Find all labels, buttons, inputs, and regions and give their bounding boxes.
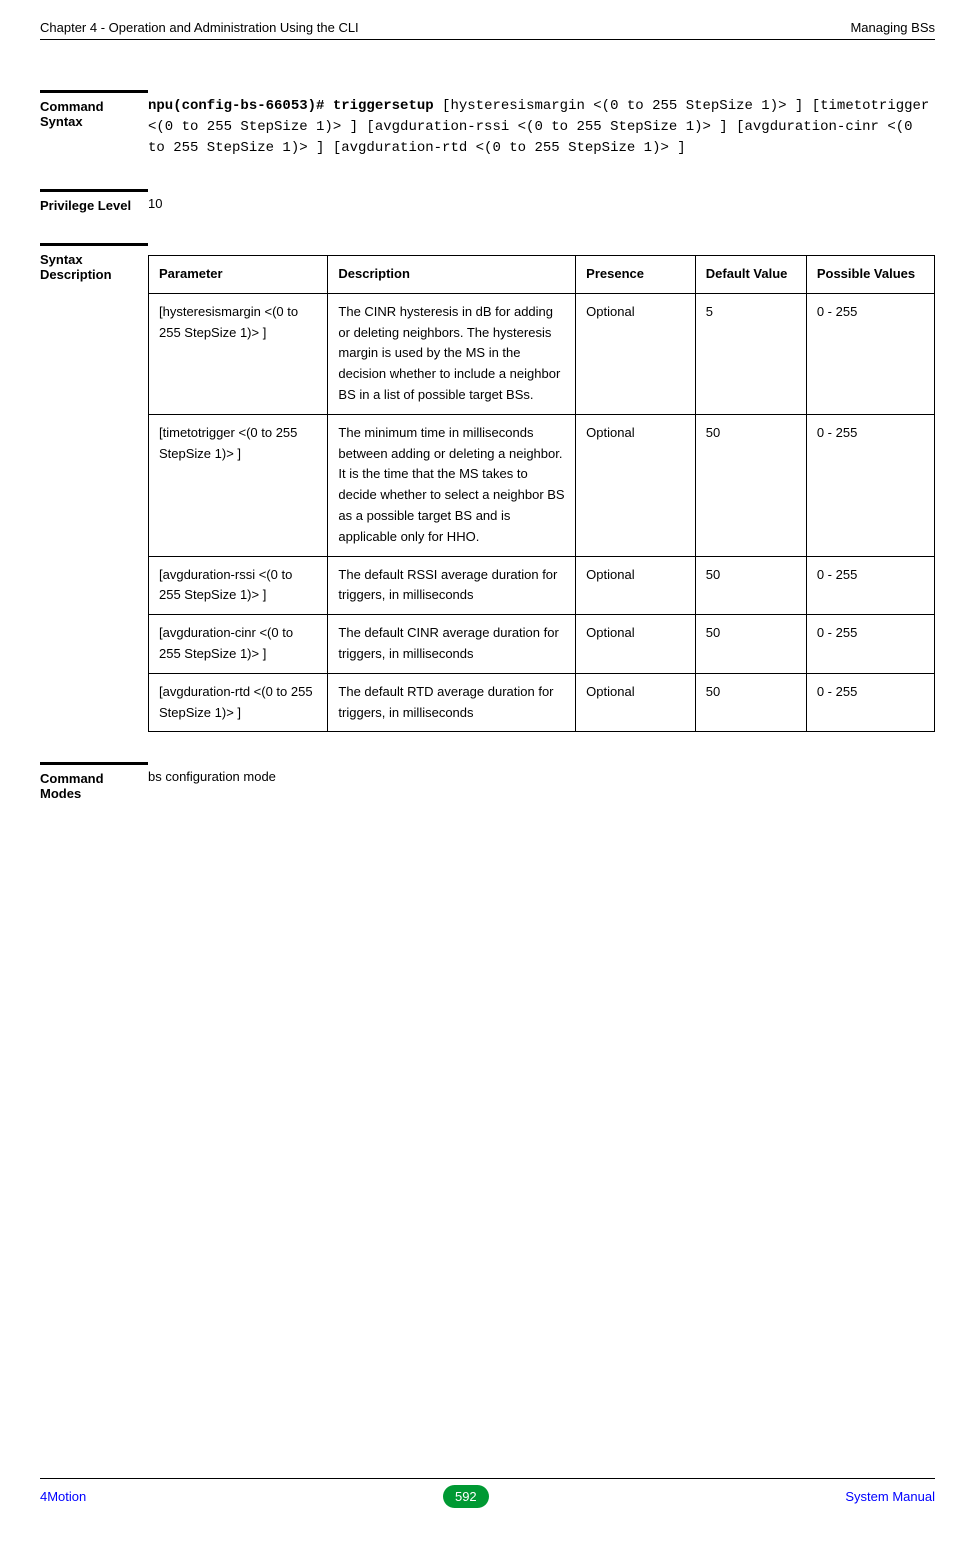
footer-right: System Manual: [845, 1489, 935, 1504]
td-desc: The CINR hysteresis in dB for adding or …: [328, 293, 576, 414]
td-param: [avgduration-cinr <(0 to 255 StepSize 1)…: [149, 615, 328, 674]
td-desc: The minimum time in milliseconds between…: [328, 414, 576, 556]
th-presence: Presence: [576, 256, 696, 294]
td-default: 5: [695, 293, 806, 414]
td-param: [timetotrigger <(0 to 255 StepSize 1)> ]: [149, 414, 328, 556]
td-possible: 0 - 255: [806, 673, 934, 732]
header-right: Managing BSs: [850, 20, 935, 35]
table-row: [timetotrigger <(0 to 255 StepSize 1)> ]…: [149, 414, 935, 556]
page-footer: 4Motion 592 System Manual: [40, 1478, 935, 1508]
td-desc: The default RTD average duration for tri…: [328, 673, 576, 732]
td-param: [hysteresismargin <(0 to 255 StepSize 1)…: [149, 293, 328, 414]
body-privilege: 10: [148, 189, 935, 213]
label-command-syntax: Command Syntax: [40, 90, 148, 159]
section-command-syntax: Command Syntax npu(config-bs-66053)# tri…: [40, 90, 935, 159]
table-row: [hysteresismargin <(0 to 255 StepSize 1)…: [149, 293, 935, 414]
td-possible: 0 - 255: [806, 615, 934, 674]
table-header-row: Parameter Description Presence Default V…: [149, 256, 935, 294]
th-description: Description: [328, 256, 576, 294]
td-param: [avgduration-rtd <(0 to 255 StepSize 1)>…: [149, 673, 328, 732]
header-left: Chapter 4 - Operation and Administration…: [40, 20, 359, 35]
td-desc: The default CINR average duration for tr…: [328, 615, 576, 674]
label-command-modes: Command Modes: [40, 762, 148, 801]
td-presence: Optional: [576, 673, 696, 732]
td-presence: Optional: [576, 615, 696, 674]
privilege-value: 10: [148, 196, 162, 211]
body-command-syntax: npu(config-bs-66053)# triggersetup [hyst…: [148, 90, 935, 159]
td-presence: Optional: [576, 293, 696, 414]
label-privilege: Privilege Level: [40, 189, 148, 213]
body-syntax-description: Parameter Description Presence Default V…: [148, 243, 935, 732]
td-default: 50: [695, 615, 806, 674]
label-syntax-description: Syntax Description: [40, 243, 148, 732]
page-header: Chapter 4 - Operation and Administration…: [40, 20, 935, 40]
section-syntax-description: Syntax Description Parameter Description…: [40, 243, 935, 732]
syntax-bold: npu(config-bs-66053)# triggersetup: [148, 98, 434, 114]
page-number-badge: 592: [443, 1485, 489, 1508]
page: Chapter 4 - Operation and Administration…: [0, 0, 975, 1520]
table-body: [hysteresismargin <(0 to 255 StepSize 1)…: [149, 293, 935, 732]
command-modes-value: bs configuration mode: [148, 769, 276, 784]
footer-left: 4Motion: [40, 1489, 86, 1504]
td-desc: The default RSSI average duration for tr…: [328, 556, 576, 615]
body-command-modes: bs configuration mode: [148, 762, 935, 801]
td-param: [avgduration-rssi <(0 to 255 StepSize 1)…: [149, 556, 328, 615]
section-privilege: Privilege Level 10: [40, 189, 935, 213]
table-row: [avgduration-rssi <(0 to 255 StepSize 1)…: [149, 556, 935, 615]
syntax-table: Parameter Description Presence Default V…: [148, 255, 935, 732]
td-presence: Optional: [576, 556, 696, 615]
table-row: [avgduration-cinr <(0 to 255 StepSize 1)…: [149, 615, 935, 674]
td-possible: 0 - 255: [806, 556, 934, 615]
td-possible: 0 - 255: [806, 414, 934, 556]
section-command-modes: Command Modes bs configuration mode: [40, 762, 935, 801]
table-row: [avgduration-rtd <(0 to 255 StepSize 1)>…: [149, 673, 935, 732]
td-presence: Optional: [576, 414, 696, 556]
td-default: 50: [695, 414, 806, 556]
td-default: 50: [695, 673, 806, 732]
th-parameter: Parameter: [149, 256, 328, 294]
td-possible: 0 - 255: [806, 293, 934, 414]
th-default: Default Value: [695, 256, 806, 294]
td-default: 50: [695, 556, 806, 615]
th-possible: Possible Values: [806, 256, 934, 294]
